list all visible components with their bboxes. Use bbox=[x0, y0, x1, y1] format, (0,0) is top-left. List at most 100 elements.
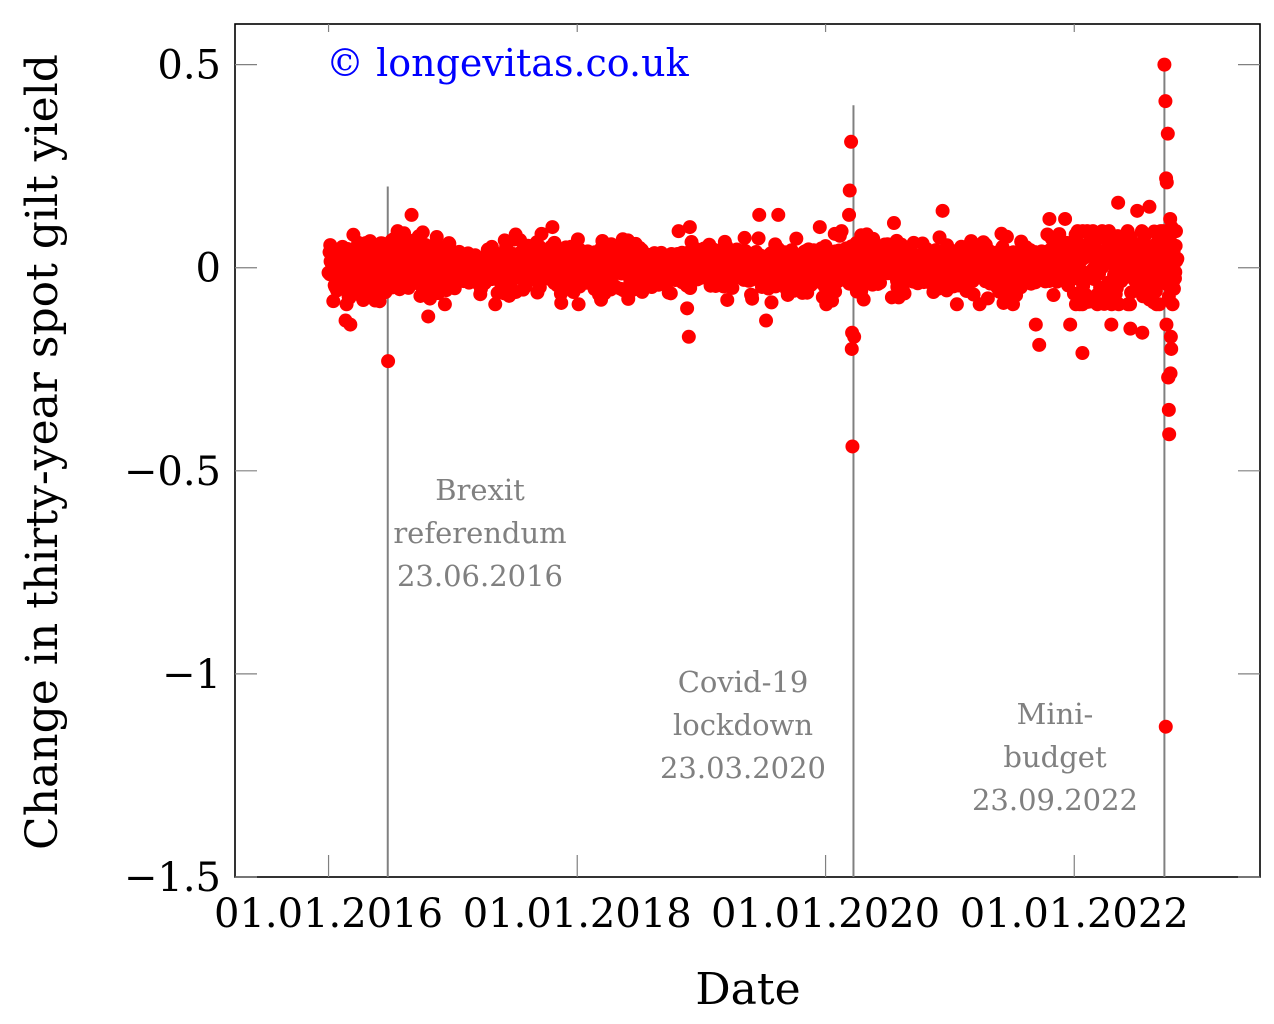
x-tick-label: 01.01.2018 bbox=[463, 891, 692, 937]
annotation-lines bbox=[386, 64, 1166, 877]
data-point bbox=[980, 291, 995, 306]
data-point-outlier bbox=[842, 183, 857, 198]
data-point bbox=[720, 292, 735, 307]
data-point-outlier bbox=[1165, 224, 1180, 239]
data-point-outlier bbox=[1160, 126, 1175, 141]
data-point bbox=[949, 297, 964, 312]
data-point-outlier bbox=[1104, 317, 1119, 332]
y-tick-label: −1 bbox=[162, 652, 221, 698]
data-point-outlier bbox=[752, 207, 767, 222]
data-point bbox=[437, 297, 452, 312]
data-point-outlier bbox=[1075, 346, 1090, 361]
data-point-outlier bbox=[1063, 317, 1078, 332]
data-point-outlier bbox=[1161, 402, 1176, 417]
data-point-outlier bbox=[1164, 341, 1179, 356]
data-point bbox=[534, 226, 549, 241]
data-point-outlier bbox=[1158, 719, 1173, 734]
data-point bbox=[737, 230, 752, 245]
data-point-outlier bbox=[421, 309, 436, 324]
data-point bbox=[764, 295, 779, 310]
annotation-label: Covid-19 bbox=[678, 665, 809, 699]
data-point-outlier bbox=[1032, 337, 1047, 352]
data-point-outlier bbox=[545, 220, 560, 235]
data-point bbox=[570, 232, 585, 247]
data-point-outlier bbox=[1166, 244, 1181, 259]
axis-ticks: 01.01.2016 01.01.2018 01.01.2020 01.01.2022… bbox=[124, 24, 1260, 937]
annotation-label: referendum bbox=[393, 516, 566, 550]
plot-frame bbox=[234, 23, 1261, 878]
data-point bbox=[751, 231, 766, 246]
data-point bbox=[745, 291, 760, 306]
watermark: © longevitas.co.uk bbox=[326, 41, 690, 85]
x-tick-label: 01.01.2020 bbox=[711, 891, 940, 937]
data-point-outlier bbox=[844, 134, 859, 149]
data-point-outlier bbox=[842, 207, 857, 222]
y-tick-label: −1.5 bbox=[124, 855, 221, 901]
data-point-outlier bbox=[1157, 57, 1172, 72]
y-tick-label: −0.5 bbox=[124, 449, 221, 495]
data-point bbox=[671, 224, 686, 239]
data-point-outlier bbox=[1111, 195, 1126, 210]
data-point-outlier bbox=[343, 317, 358, 332]
data-point-outlier bbox=[1163, 329, 1178, 344]
data-point-outlier bbox=[845, 439, 860, 454]
x-tick-label: 01.01.2016 bbox=[214, 891, 443, 937]
data-point-outlier bbox=[886, 216, 901, 231]
data-point bbox=[1152, 297, 1167, 312]
data-point bbox=[789, 231, 804, 246]
data-point-outlier bbox=[1130, 203, 1145, 218]
data-point bbox=[397, 226, 412, 241]
data-point-outlier bbox=[1159, 317, 1174, 332]
data-point bbox=[554, 295, 569, 310]
data-point-outlier bbox=[771, 207, 786, 222]
annotation-label: 23.09.2022 bbox=[972, 783, 1138, 817]
y-tick-label: 0 bbox=[196, 246, 221, 292]
annotation-label: Brexit bbox=[435, 473, 525, 507]
data-point-outlier bbox=[854, 228, 869, 243]
data-point bbox=[488, 297, 503, 312]
data-point bbox=[1123, 297, 1138, 312]
data-point-outlier bbox=[935, 203, 950, 218]
data-point bbox=[663, 286, 678, 301]
data-point-outlier bbox=[1163, 366, 1178, 381]
annotation-labels: Brexit referendum 23.06.2016 Covid-19 lockdo… bbox=[393, 473, 1138, 817]
data-point bbox=[326, 294, 341, 309]
data-points bbox=[321, 57, 1185, 734]
data-point-outlier bbox=[1162, 427, 1177, 442]
data-point bbox=[415, 225, 430, 240]
data-point-outlier bbox=[682, 220, 697, 235]
data-point-outlier bbox=[1158, 94, 1173, 109]
annotation-label: 23.06.2016 bbox=[397, 559, 563, 593]
annotation-label: budget bbox=[1003, 740, 1107, 774]
data-point bbox=[429, 230, 444, 245]
data-point bbox=[1166, 281, 1181, 296]
data-point bbox=[532, 280, 547, 295]
data-point-outlier bbox=[1123, 321, 1138, 336]
data-point-outlier bbox=[847, 329, 862, 344]
data-point-outlier bbox=[1165, 297, 1180, 312]
data-point bbox=[999, 229, 1014, 244]
data-point-outlier bbox=[844, 341, 859, 356]
data-point-outlier bbox=[1058, 211, 1073, 226]
data-point-outlier bbox=[381, 354, 396, 369]
data-point-outlier bbox=[1135, 325, 1150, 340]
data-point-outlier bbox=[812, 220, 827, 235]
data-point bbox=[571, 297, 586, 312]
data-point bbox=[834, 224, 849, 239]
data-point bbox=[856, 292, 871, 307]
data-point-outlier bbox=[1028, 317, 1043, 332]
data-point bbox=[1046, 288, 1061, 303]
data-point-outlier bbox=[404, 207, 419, 222]
data-point-outlier bbox=[1042, 211, 1057, 226]
data-point-outlier bbox=[1159, 175, 1174, 190]
y-axis-title: Change in thirty-year spot gilt yield bbox=[17, 54, 68, 850]
data-point bbox=[897, 286, 912, 301]
annotation-label: 23.03.2020 bbox=[660, 751, 826, 785]
annotation-label: Mini- bbox=[1017, 697, 1094, 731]
data-point-outlier bbox=[681, 329, 696, 344]
data-point-outlier bbox=[1166, 264, 1181, 279]
data-point-outlier bbox=[680, 301, 695, 316]
y-tick-label: 0.5 bbox=[157, 43, 221, 89]
data-point-outlier bbox=[759, 313, 774, 328]
